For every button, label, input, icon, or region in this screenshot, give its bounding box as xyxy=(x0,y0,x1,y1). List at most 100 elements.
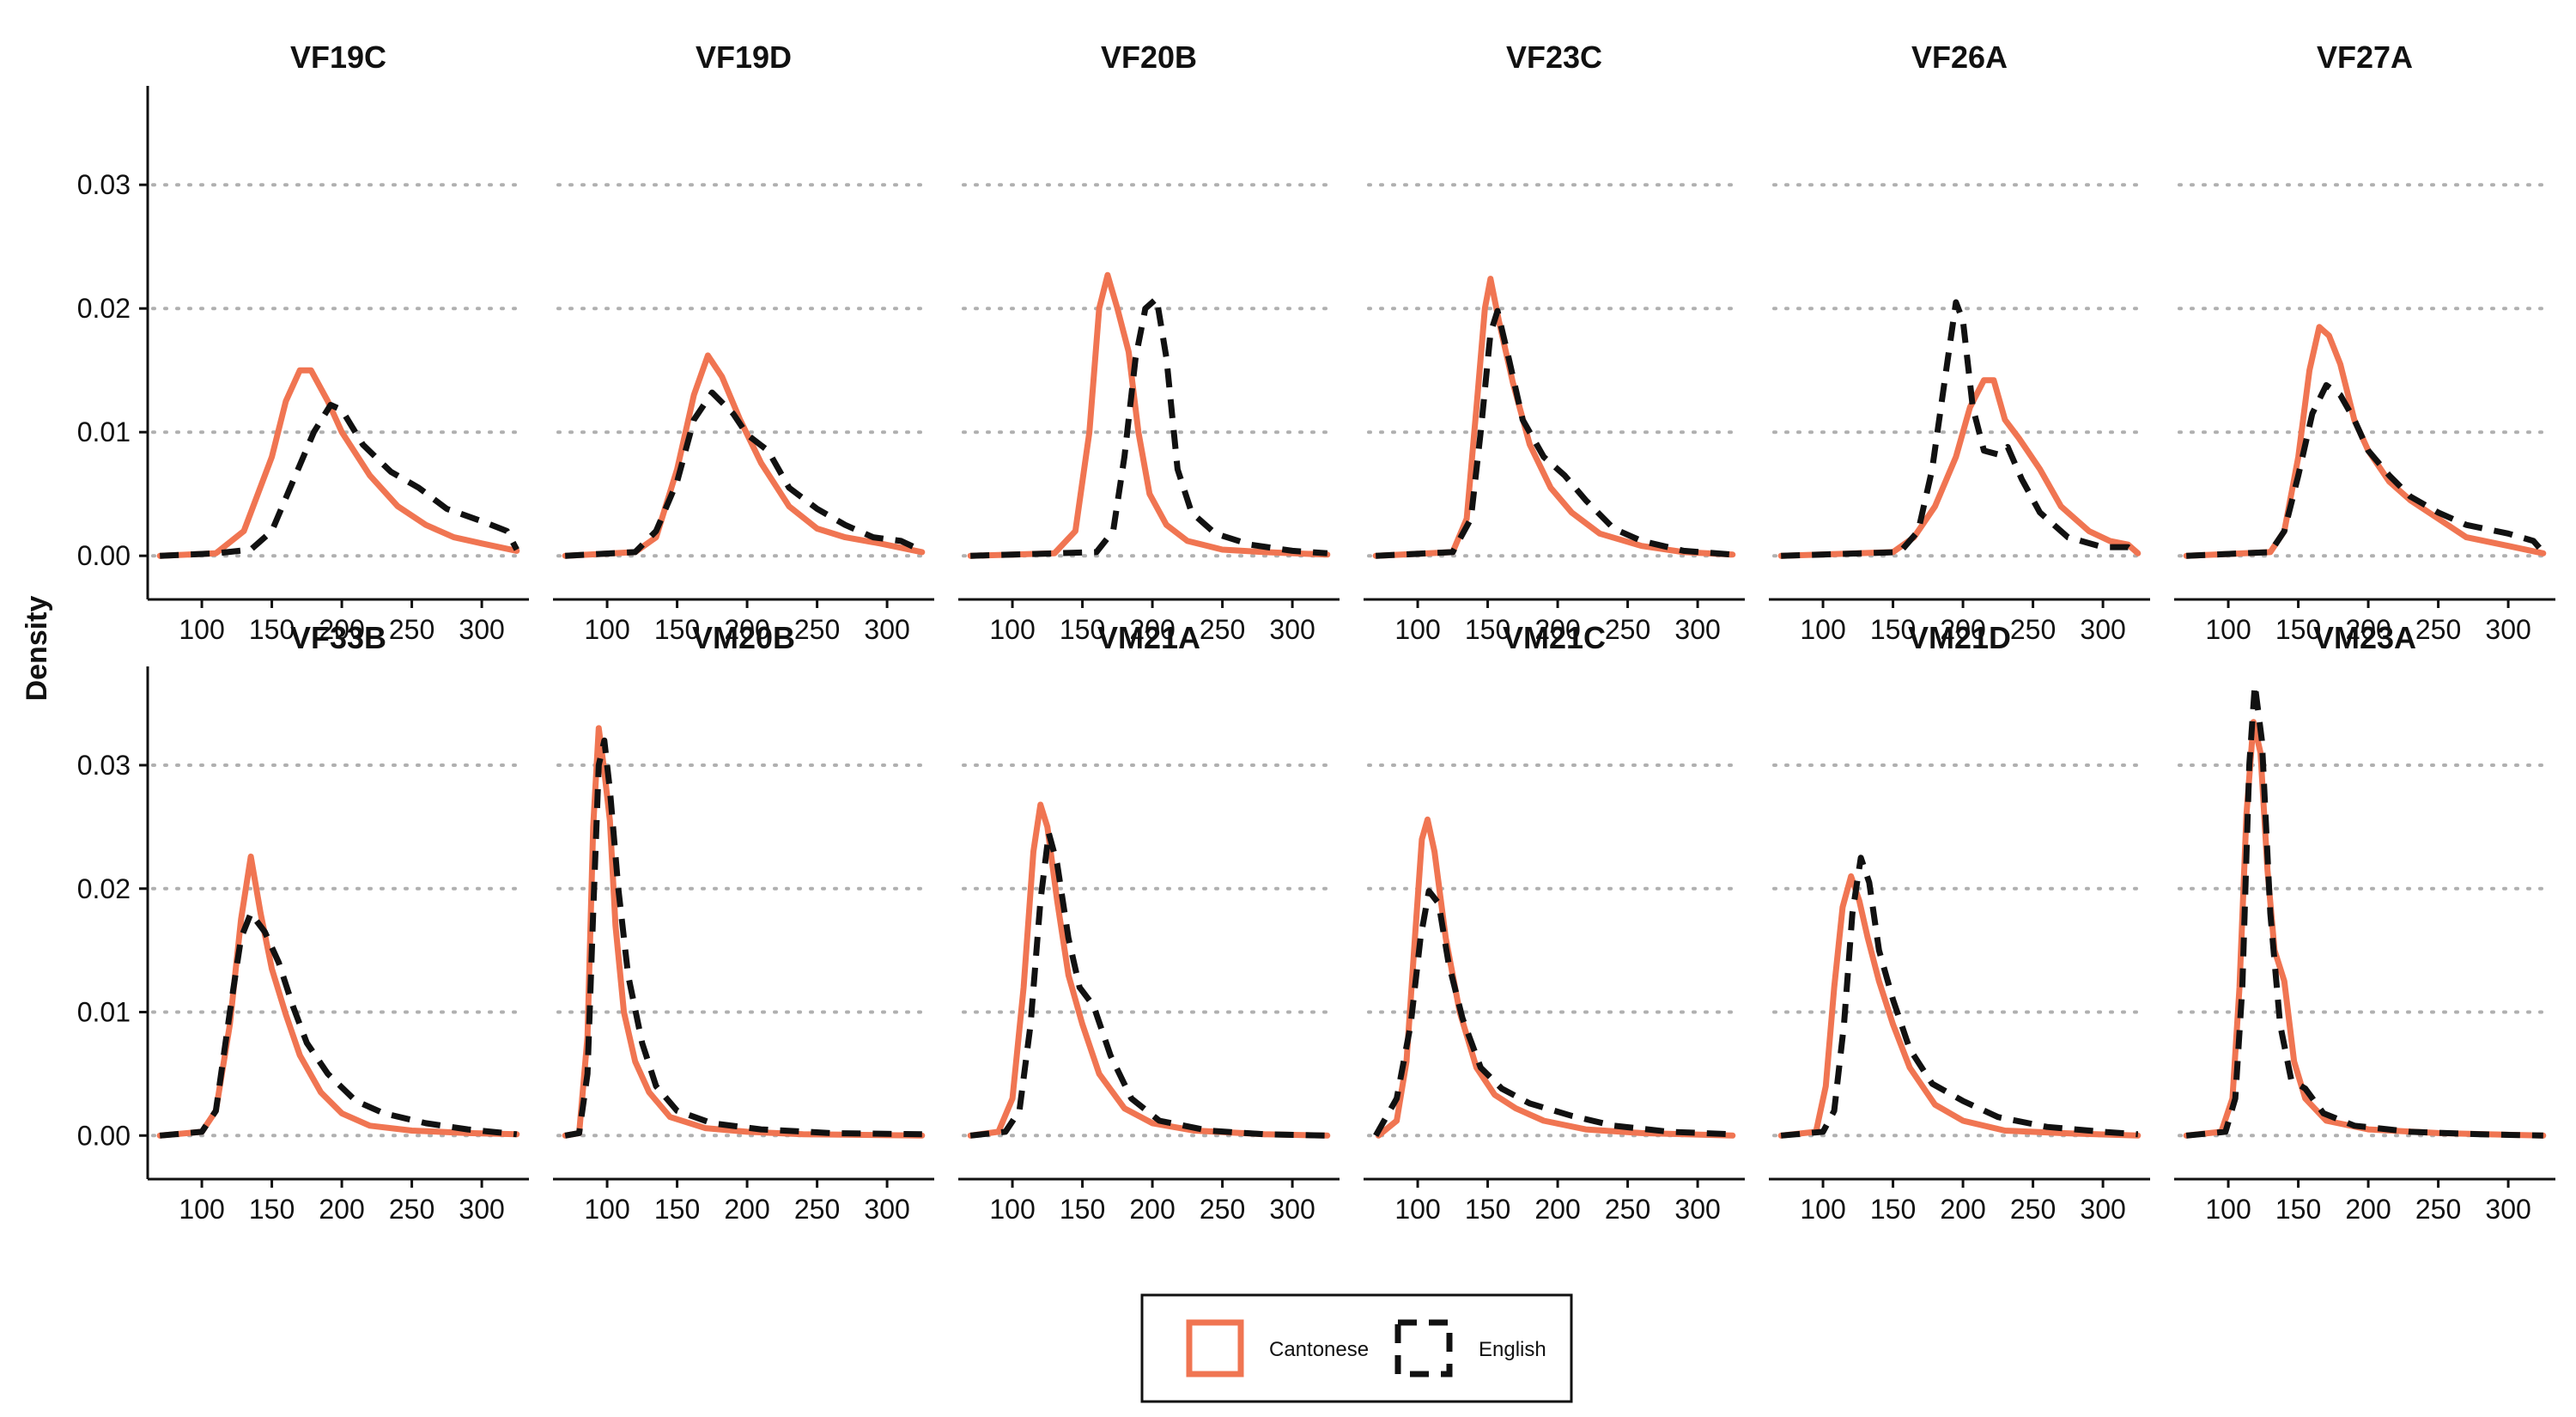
y-tick-label: 0.01 xyxy=(77,997,131,1028)
facet-panel: VM21C 100 150 200 250 300 xyxy=(1364,620,1745,1225)
y-tick-label: 0.02 xyxy=(77,873,131,904)
x-tick-label: 250 xyxy=(794,614,840,645)
x-tick-label: 150 xyxy=(1060,1194,1105,1225)
x-tick-label: 250 xyxy=(389,614,434,645)
density-line-cantonese xyxy=(1372,276,1736,559)
density-line-cantonese xyxy=(2183,324,2547,559)
facet-title: VM20B xyxy=(692,620,795,655)
density-line-english xyxy=(564,737,922,1139)
x-tick-label: 100 xyxy=(1800,1194,1845,1225)
y-tick-label: 0.03 xyxy=(77,750,131,781)
density-line-english xyxy=(2186,382,2546,559)
x-tick-label: 200 xyxy=(724,1194,769,1225)
density-line-cantonese xyxy=(1777,873,2142,1139)
y-tick-label: 0.03 xyxy=(77,169,131,200)
y-axis-title: Density xyxy=(21,596,53,702)
x-tick-label: 250 xyxy=(389,1194,434,1225)
facet-title: VF23C xyxy=(1506,40,1602,75)
x-tick-label: 150 xyxy=(1465,1194,1510,1225)
density-line-english xyxy=(1376,307,1734,559)
x-tick-label: 100 xyxy=(1394,1194,1440,1225)
x-tick-label: 100 xyxy=(1800,614,1845,645)
x-tick-label: 250 xyxy=(1200,1194,1245,1225)
density-line-english xyxy=(159,910,518,1139)
y-tick-label: 0.01 xyxy=(77,417,131,447)
facet-title: VM23A xyxy=(2313,620,2416,655)
facet-panel: VF23C 100 150 200 250 300 xyxy=(1364,40,1745,645)
x-tick-label: 150 xyxy=(2275,1194,2321,1225)
facet-panel: VF19C 0.00 0.01 0.02 0.03 100 150 200 250 300 xyxy=(77,40,529,645)
x-tick-label: 100 xyxy=(584,614,629,645)
x-tick-label: 300 xyxy=(864,1194,909,1225)
x-tick-label: 100 xyxy=(179,614,224,645)
facet-panel: VM21A 100 150 200 250 300 xyxy=(958,620,1340,1225)
x-tick-label: 150 xyxy=(1870,614,1916,645)
y-tick-label: 0.00 xyxy=(77,540,131,571)
density-line-cantonese xyxy=(967,801,1331,1139)
facet-title: VF19D xyxy=(696,40,792,75)
x-tick-label: 250 xyxy=(1200,614,1245,645)
facet-panel: VF20B 100 150 200 250 300 xyxy=(958,40,1340,645)
x-tick-label: 300 xyxy=(2485,614,2530,645)
facet-title: VF33B xyxy=(290,620,386,655)
x-tick-label: 100 xyxy=(584,1194,629,1225)
density-line-cantonese xyxy=(967,271,1331,559)
facet-panel: VM23A 100 150 200 250 300 xyxy=(2174,620,2555,1225)
x-tick-label: 200 xyxy=(1129,614,1175,645)
x-tick-label: 200 xyxy=(1129,1194,1175,1225)
facet-title: VM21A xyxy=(1097,620,1200,655)
legend-box xyxy=(1140,1293,1573,1403)
x-tick-label: 250 xyxy=(1605,614,1650,645)
density-line-cantonese xyxy=(1777,377,2142,559)
x-tick-label: 150 xyxy=(1870,1194,1916,1225)
density-line-english xyxy=(1781,299,2140,559)
x-tick-label: 250 xyxy=(2415,1194,2461,1225)
x-tick-label: 300 xyxy=(2080,1194,2125,1225)
legend-label: English xyxy=(1479,1338,1546,1361)
x-tick-label: 100 xyxy=(2205,614,2251,645)
x-tick-label: 150 xyxy=(1060,614,1105,645)
density-line-cantonese xyxy=(156,367,520,559)
x-tick-label: 100 xyxy=(989,614,1035,645)
x-tick-label: 300 xyxy=(1269,1194,1315,1225)
x-tick-label: 100 xyxy=(989,1194,1035,1225)
x-tick-label: 250 xyxy=(2415,614,2461,645)
x-tick-label: 300 xyxy=(459,1194,504,1225)
facet-panel: VM21D 100 150 200 250 300 xyxy=(1769,620,2150,1225)
facet-title: VF19C xyxy=(290,40,386,75)
x-tick-label: 200 xyxy=(724,614,769,645)
legend: Cantonese English xyxy=(1140,1293,1573,1403)
x-tick-label: 150 xyxy=(654,614,700,645)
facet-title: VF20B xyxy=(1101,40,1197,75)
density-line-cantonese xyxy=(562,725,926,1139)
x-tick-label: 300 xyxy=(1674,614,1720,645)
legend-key-english xyxy=(1394,1319,1453,1377)
x-tick-label: 250 xyxy=(2010,1194,2056,1225)
x-tick-label: 150 xyxy=(249,614,295,645)
x-tick-label: 200 xyxy=(1940,1194,1985,1225)
x-tick-label: 200 xyxy=(319,1194,364,1225)
x-tick-label: 300 xyxy=(1674,1194,1720,1225)
x-tick-label: 250 xyxy=(2010,614,2056,645)
density-line-english xyxy=(160,402,519,559)
facet-panel: VF19D 100 150 200 250 300 xyxy=(553,40,934,645)
x-tick-label: 200 xyxy=(319,614,364,645)
facet-panel: VF27A 100 150 200 250 300 xyxy=(2174,40,2555,645)
facet-title: VM21C xyxy=(1503,620,1606,655)
facet-title: VM21D xyxy=(1908,620,2011,655)
legend-key-cantonese xyxy=(1186,1319,1244,1377)
x-tick-label: 300 xyxy=(1269,614,1315,645)
x-tick-label: 300 xyxy=(864,614,909,645)
x-tick-label: 150 xyxy=(2275,614,2321,645)
density-line-english xyxy=(1780,854,2139,1139)
x-tick-label: 100 xyxy=(1394,614,1440,645)
x-tick-label: 300 xyxy=(2485,1194,2530,1225)
x-tick-label: 200 xyxy=(1534,614,1580,645)
x-tick-label: 200 xyxy=(2345,614,2391,645)
x-tick-label: 250 xyxy=(1605,1194,1650,1225)
legend-label: Cantonese xyxy=(1269,1338,1369,1361)
x-tick-label: 150 xyxy=(1465,614,1510,645)
x-tick-label: 150 xyxy=(249,1194,295,1225)
